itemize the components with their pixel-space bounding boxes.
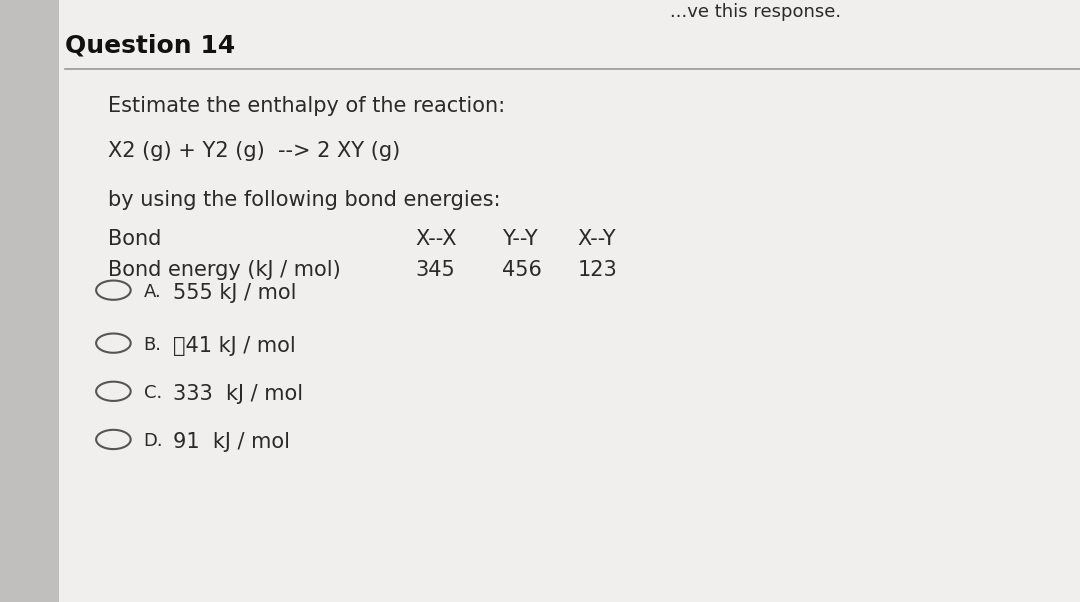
Text: X--X: X--X <box>416 229 457 249</box>
FancyBboxPatch shape <box>0 0 59 602</box>
Text: ...ve this response.: ...ve this response. <box>670 3 840 21</box>
Text: D.: D. <box>144 432 163 450</box>
Text: 123: 123 <box>578 260 618 280</box>
Text: C.: C. <box>144 384 162 402</box>
Text: A.: A. <box>144 283 161 301</box>
Text: B.: B. <box>144 336 162 354</box>
Text: 91  kJ / mol: 91 kJ / mol <box>173 432 289 452</box>
Text: 555 kJ / mol: 555 kJ / mol <box>173 283 296 303</box>
Text: X--Y: X--Y <box>578 229 617 249</box>
FancyBboxPatch shape <box>59 0 1080 602</box>
Text: Y--Y: Y--Y <box>502 229 538 249</box>
Text: by using the following bond energies:: by using the following bond energies: <box>108 190 500 209</box>
Text: Bond energy (kJ / mol): Bond energy (kJ / mol) <box>108 260 341 280</box>
Text: 345: 345 <box>416 260 456 280</box>
Text: 333  kJ / mol: 333 kJ / mol <box>173 384 302 404</box>
Text: X2 (g) + Y2 (g)  --> 2 XY (g): X2 (g) + Y2 (g) --> 2 XY (g) <box>108 141 401 161</box>
Text: ⁳41 kJ / mol: ⁳41 kJ / mol <box>173 336 296 356</box>
Text: Question 14: Question 14 <box>65 33 235 57</box>
Text: 456: 456 <box>502 260 542 280</box>
Text: Bond: Bond <box>108 229 161 249</box>
Text: Estimate the enthalpy of the reaction:: Estimate the enthalpy of the reaction: <box>108 96 505 116</box>
